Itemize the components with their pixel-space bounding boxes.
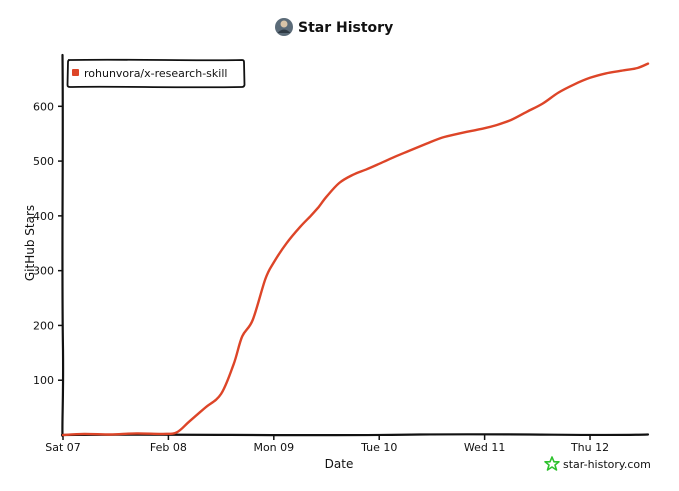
legend: rohunvora/x-research-skill [66,58,246,89]
x-tick-label: Thu 12 [570,441,609,454]
y-tick-label: 100 [33,374,54,387]
series-line-x-research-skill [61,62,650,437]
y-axis-ticks: 100 200 300 400 500 600 [33,100,63,387]
y-tick-label: 600 [33,100,54,113]
x-tick-label: Mon 09 [253,441,294,454]
chart-header: Star History [275,18,393,36]
chart-title: Star History [298,20,393,36]
y-axis-label: GitHub Stars [23,205,37,281]
x-axis-label: Date [325,457,354,471]
watermark: star-history.com [544,456,651,471]
y-tick-label: 300 [33,265,54,278]
y-axis-line [61,53,65,438]
y-tick-label: 400 [33,210,54,223]
y-tick-label: 200 [33,319,54,332]
legend-box [66,58,246,89]
x-tick-label: Wed 11 [464,441,505,454]
x-tick-label: Sat 07 [45,441,81,454]
legend-label: rohunvora/x-research-skill [84,67,227,80]
x-tick-label: Tue 10 [360,441,397,454]
star-logo-icon [544,456,560,471]
x-axis-ticks: Sat 07 Feb 08 Mon 09 Tue 10 Wed 11 Thu 12 [45,435,609,454]
watermark-text: star-history.com [563,458,651,471]
avatar-icon [275,18,293,36]
y-tick-label: 500 [33,155,54,168]
axes [60,53,650,438]
x-tick-label: Feb 08 [150,441,187,454]
legend-swatch [72,69,79,76]
